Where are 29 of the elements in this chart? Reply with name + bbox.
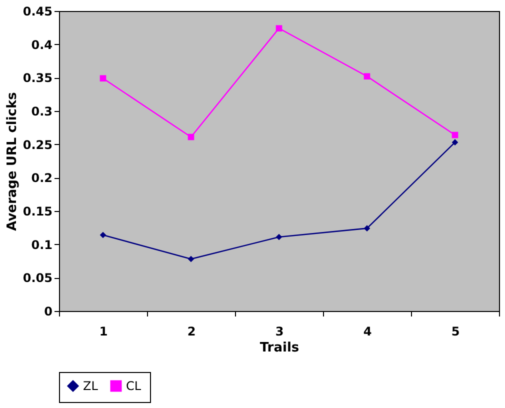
y-tick-label: 0.4 — [31, 38, 52, 52]
x-tick-label: 3 — [275, 324, 284, 338]
x-tick-label: 2 — [187, 324, 196, 338]
y-axis-title: Average URL clicks — [4, 92, 20, 231]
legend-label: ZL — [83, 379, 98, 393]
point — [276, 234, 282, 240]
x-tick-label: 5 — [451, 324, 460, 338]
y-tick-label: 0.35 — [22, 71, 52, 86]
y-tick-label: 0.25 — [22, 138, 52, 152]
y-tick-label: 0 — [44, 304, 52, 318]
y-tick-label: 0.15 — [22, 204, 52, 218]
x-tick-label: 1 — [99, 324, 108, 338]
y-tick-label: 0.1 — [31, 238, 52, 252]
point — [276, 25, 282, 32]
x-axis-title: Trails — [260, 340, 300, 356]
point — [364, 225, 370, 232]
y-tick-label: 0.05 — [22, 271, 52, 286]
y-tick-label: 0.45 — [22, 4, 52, 18]
point — [188, 256, 194, 262]
y-tick-label: 0.2 — [31, 171, 52, 186]
point — [100, 75, 106, 82]
point — [452, 132, 458, 138]
point — [188, 134, 194, 140]
point — [452, 139, 458, 146]
point — [364, 73, 370, 80]
y-tick-label: 0.3 — [31, 104, 52, 118]
legend-label: CL — [126, 379, 142, 393]
x-tick-label: 4 — [363, 324, 372, 338]
point — [100, 232, 106, 238]
